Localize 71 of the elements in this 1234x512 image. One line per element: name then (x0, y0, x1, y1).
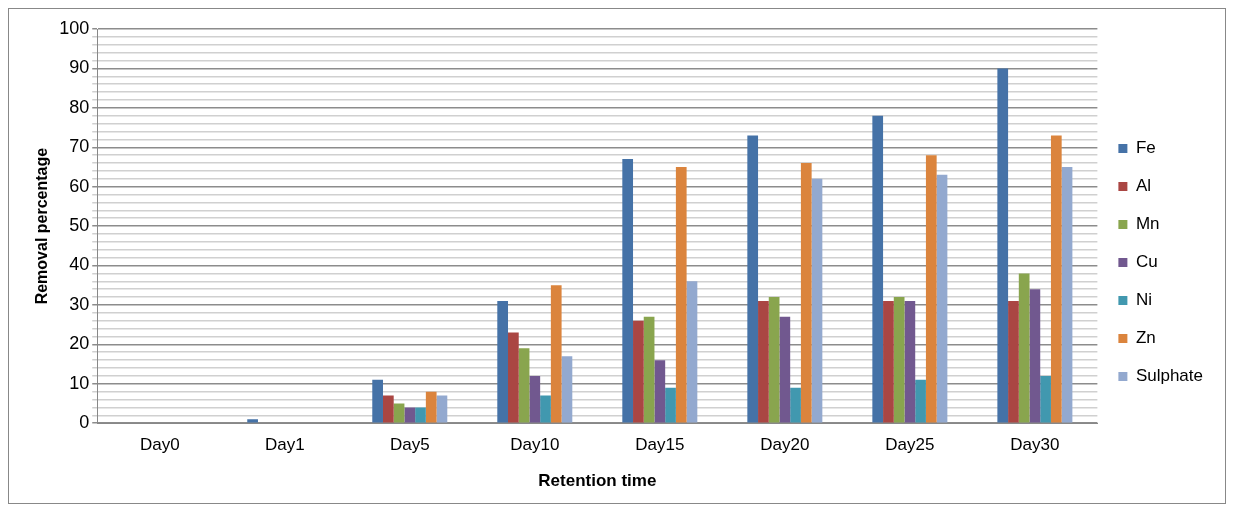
y-tick-label: 90 (69, 57, 90, 78)
bar (633, 320, 644, 423)
bar (811, 178, 823, 423)
bar (768, 297, 780, 423)
y-tick-label: 40 (69, 254, 90, 275)
bar (997, 68, 1009, 423)
bar (382, 395, 394, 423)
bar (372, 379, 383, 423)
bar (1050, 135, 1062, 423)
bar (436, 395, 448, 423)
bar (893, 297, 905, 423)
y-axis-title: Removal percentage (33, 147, 51, 305)
bar (686, 281, 698, 423)
y-tick-label: 50 (69, 215, 90, 236)
legend-label: Cu (1135, 252, 1158, 272)
x-tick-label: Day15 (635, 435, 685, 455)
y-tick-label: 70 (69, 136, 90, 157)
bar (883, 301, 894, 423)
bar (643, 316, 655, 423)
legend-label: Ni (1135, 290, 1152, 310)
y-tick-label: 10 (69, 372, 90, 393)
bar (415, 407, 426, 423)
bar (550, 285, 562, 423)
bar (904, 301, 916, 423)
legend-label: Fe (1135, 138, 1156, 158)
bar (1018, 273, 1030, 423)
bar (1008, 301, 1019, 423)
bar (561, 356, 573, 423)
x-axis-title: Retention time (538, 471, 657, 491)
y-tick-label: 20 (69, 333, 90, 354)
bar (654, 360, 666, 423)
x-tick-label: Day25 (885, 435, 935, 455)
bar (665, 387, 676, 423)
bar (790, 387, 801, 423)
bar (508, 332, 519, 423)
bar (758, 301, 769, 423)
x-tick-label: Day20 (760, 435, 810, 455)
legend-label: Zn (1135, 328, 1156, 348)
x-tick-label: Day1 (264, 435, 305, 455)
bar (497, 301, 509, 423)
bar (1061, 166, 1073, 423)
bar (800, 163, 812, 423)
bar (622, 159, 634, 423)
bar (540, 395, 551, 423)
x-tick-label: Day30 (1010, 435, 1060, 455)
bar (529, 375, 541, 423)
bar (747, 135, 759, 423)
x-tick-label: Day0 (139, 435, 180, 455)
legend-label: Mn (1135, 214, 1160, 234)
y-tick-label: 0 (79, 412, 90, 433)
bar (404, 407, 416, 423)
bar (675, 166, 687, 423)
bar (936, 174, 948, 423)
legend-label: Al (1135, 176, 1152, 196)
bar (425, 391, 437, 423)
bar (393, 403, 405, 423)
y-tick-label: 60 (69, 175, 90, 196)
y-tick-label: 100 (59, 17, 90, 38)
y-tick-label: 80 (69, 96, 90, 117)
bar (872, 115, 884, 423)
bar (247, 419, 258, 423)
bar (915, 379, 926, 423)
x-tick-label: Day5 (389, 435, 430, 455)
x-tick-label: Day10 (510, 435, 560, 455)
bar (518, 348, 530, 423)
legend-label: Sulphate (1135, 366, 1204, 386)
bar (1040, 375, 1051, 423)
y-tick-label: 30 (69, 293, 90, 314)
bar (925, 155, 937, 423)
bar (779, 316, 791, 423)
bar (1029, 289, 1041, 423)
